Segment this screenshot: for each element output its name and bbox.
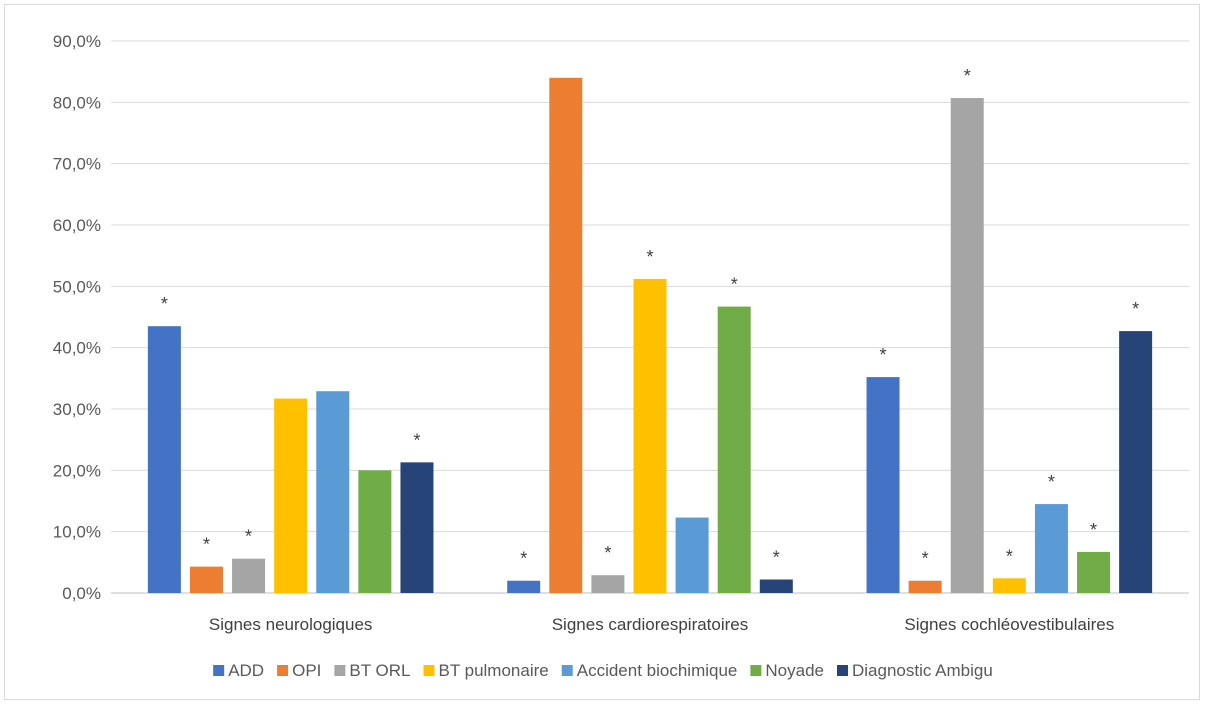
y-tick-label: 60,0% [53,216,101,235]
bar [1119,331,1153,593]
y-tick-label: 20,0% [53,461,101,480]
bar [633,278,667,593]
y-tick-label: 80,0% [53,93,101,112]
bar [232,558,266,593]
legend-swatch [423,665,435,676]
category-label: Signes cardiorespiratoires [552,615,749,634]
bar [507,580,541,593]
bar [908,580,942,593]
bar [992,578,1026,593]
significance-star: * [773,548,780,568]
significance-star: * [1132,299,1139,319]
legend-label: BT ORL [349,661,410,680]
legend-swatch [561,665,573,676]
bar [866,377,900,593]
significance-star: * [646,247,653,267]
significance-star: * [922,549,929,569]
legend-label: ADD [228,661,264,680]
significance-star: * [161,294,168,314]
bar [759,579,793,593]
significance-star: * [731,275,738,295]
legend-label: OPI [292,661,321,680]
category-label: Signes neurologiques [209,615,373,634]
significance-star: * [1048,472,1055,492]
bar [675,517,709,593]
bar [274,398,308,593]
bar [717,306,751,593]
bar [316,391,350,593]
significance-star: * [203,535,210,555]
y-tick-label: 40,0% [53,339,101,358]
bar [1034,504,1068,593]
legend-label: Accident biochimique [577,661,738,680]
y-tick-label: 0,0% [62,584,101,603]
y-tick-label: 50,0% [53,277,101,296]
y-tick-label: 90,0% [53,32,101,51]
significance-star: * [1006,546,1013,566]
y-tick-label: 30,0% [53,400,101,419]
significance-markers: * * * * * * * * * * * * * * * * [161,66,1139,569]
significance-star: * [880,345,887,365]
significance-star: * [1090,520,1097,540]
bar [1077,551,1111,593]
significance-star: * [604,543,611,563]
legend-swatch [750,665,762,676]
bar [147,326,181,593]
legend-swatch [837,665,848,676]
y-tick-label: 10,0% [53,523,101,542]
legend-swatch [213,665,225,676]
legend-label: Noyade [765,661,824,680]
y-tick-label: 70,0% [53,155,101,174]
bar [189,566,223,593]
significance-star: * [520,549,527,569]
category-labels: Signes neurologiques Signes cardiorespira… [209,615,1114,634]
legend-label: Diagnostic Ambigu [852,661,993,680]
bar [950,98,984,593]
bar [591,575,625,593]
y-axis-tick-labels: 0,0% 10,0% 20,0% 30,0% 40,0% 50,0% 60,0% 70,0% 8… [53,32,101,603]
legend-swatch [334,665,346,676]
legend: ADD OPI BT ORL BT pulmonaire Accident biochi… [213,661,993,680]
significance-star: * [964,66,971,86]
bar [358,470,392,593]
legend-swatch [277,665,289,676]
significance-star: * [413,430,420,450]
significance-star: * [245,527,252,547]
bar [400,462,434,593]
bars [147,77,1153,594]
category-label: Signes cochléovestibulaires [904,615,1114,634]
legend-label: BT pulmonaire [438,661,548,680]
bar [549,77,583,594]
